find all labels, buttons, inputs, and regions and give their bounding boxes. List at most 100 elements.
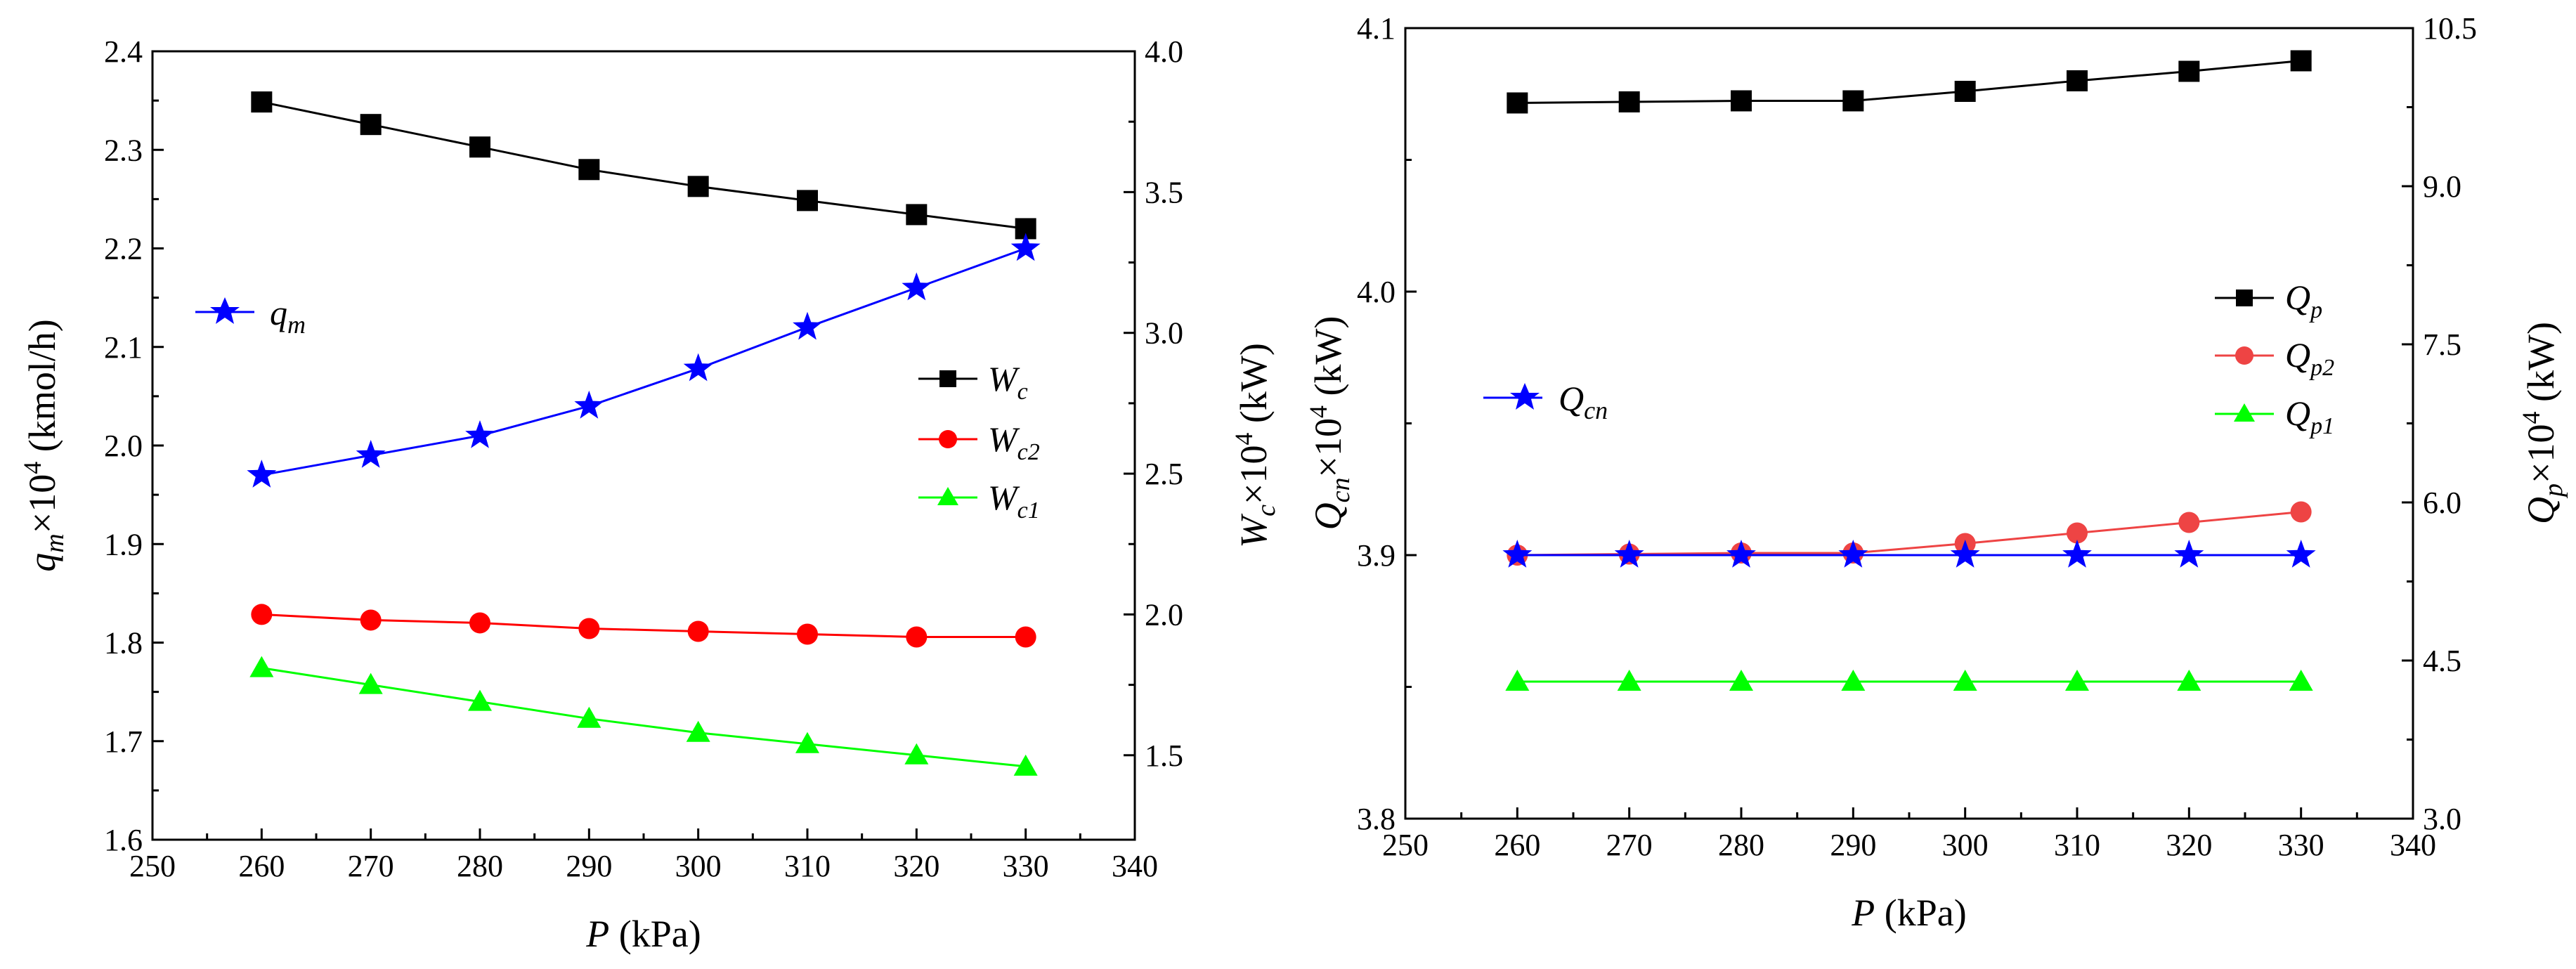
left-legend-box: Wc Wc2 Wc1 — [918, 359, 1040, 523]
y2-tick-label: 4.5 — [2423, 644, 2461, 678]
data-point-wc1 — [358, 672, 383, 694]
right-axis-ticks: 250 260 270 280 290 300 310 320 330 340 3.8 3.9 4.0 4… — [1357, 11, 2477, 862]
series-qp1 — [1505, 670, 2313, 691]
data-point-qp — [1618, 91, 1640, 112]
data-point-wc — [687, 176, 709, 197]
data-point-qcn — [1614, 540, 1644, 568]
data-point-qm — [247, 460, 277, 488]
data-point-wc — [906, 204, 928, 226]
data-point-qp — [2178, 60, 2200, 82]
data-point-qcn — [2174, 540, 2204, 568]
data-point-wc2 — [797, 623, 818, 645]
legend-entry-qp1: Qp1 — [2215, 394, 2334, 439]
data-point-qp — [2290, 50, 2312, 72]
data-point-qcn — [2286, 540, 2316, 568]
x-tick-label: 270 — [348, 849, 394, 883]
right-plot-frame — [1404, 27, 2414, 820]
series-line-wc — [261, 100, 1026, 230]
y-tick-label: 3.9 — [1357, 538, 1396, 573]
data-point-qcn — [1838, 540, 1868, 568]
left-chart: 250 260 270 280 290 300 310 320 330 340 1.6 1.7 1.8 1… — [18, 34, 1281, 955]
legend-entry-wc1: Wc1 — [918, 478, 1040, 523]
x-tick-label: 310 — [2054, 828, 2100, 862]
data-point-qp — [1842, 90, 1864, 112]
y-tick-label: 4.0 — [1357, 275, 1396, 309]
data-point-qcn — [1950, 540, 1980, 568]
data-point-wc — [797, 190, 818, 212]
legend-label-qcn: Qcn — [1559, 379, 1608, 424]
data-point-qm — [356, 440, 386, 468]
series-qcn — [1502, 540, 2316, 568]
data-point-qp2 — [2178, 512, 2200, 533]
x-tick-label: 280 — [457, 849, 503, 883]
data-point-wc1 — [1013, 754, 1038, 776]
legend-entry-qp: Qp — [2215, 278, 2322, 323]
data-point-qp2 — [2290, 501, 2312, 523]
data-point-qcn — [1726, 540, 1756, 568]
legend-star-marker — [210, 297, 240, 324]
y-tick-label: 4.1 — [1357, 11, 1396, 46]
left-axis-ticks: 250 260 270 280 290 300 310 320 330 340 1.6 1.7 1.8 1… — [104, 34, 1183, 883]
data-point-qp1 — [2289, 670, 2313, 691]
legend-entry-qp2: Qp2 — [2215, 335, 2334, 381]
data-point-wc2 — [469, 612, 490, 634]
series-line-wc1 — [261, 667, 1026, 768]
x-tick-label: 340 — [1112, 849, 1158, 883]
data-point-qp2 — [2067, 522, 2088, 544]
data-point-wc1 — [249, 656, 274, 677]
y-tick-label: 1.9 — [104, 527, 143, 561]
right-chart: 250 260 270 280 290 300 310 320 330 340 3.8 3.9 4.0 4… — [1304, 11, 2568, 934]
y2-tick-label: 3.0 — [2423, 802, 2461, 836]
data-point-qp — [1731, 90, 1752, 112]
data-point-wc — [469, 136, 490, 158]
data-point-wc2 — [578, 618, 600, 639]
data-point-wc — [360, 114, 382, 136]
y-tick-label: 1.7 — [104, 724, 143, 759]
x-tick-label: 300 — [675, 849, 722, 883]
right-y-axis-label: Qcn×104 (kW) — [1304, 316, 1355, 531]
data-point-wc — [578, 159, 600, 181]
svg-text:Qp: Qp — [2285, 278, 2322, 323]
x-tick-label: 280 — [1718, 828, 1764, 862]
data-point-qp1 — [2065, 670, 2089, 691]
left-series-group — [247, 91, 1041, 776]
series-wc — [251, 91, 1036, 240]
x-tick-label: 250 — [129, 849, 176, 883]
x-tick-label: 340 — [2390, 828, 2436, 862]
y2-tick-label: 2.5 — [1145, 457, 1183, 491]
y2-tick-label: 7.5 — [2423, 327, 2461, 362]
left-y-axis-label: qm×104 (kmol/h) — [18, 319, 70, 571]
left-x-axis-label: P (kPa) — [585, 913, 701, 955]
data-point-qm — [465, 420, 495, 448]
right-x-axis-label: P (kPa) — [1851, 892, 1966, 934]
data-point-wc2 — [687, 620, 709, 642]
x-tick-label: 290 — [566, 849, 612, 883]
x-tick-label: 330 — [2278, 828, 2324, 862]
svg-text:Qp2: Qp2 — [2285, 335, 2334, 381]
data-point-wc2 — [251, 604, 273, 625]
right-legend-qcn: Qcn — [1483, 379, 1608, 424]
data-point-wc2 — [906, 626, 928, 648]
y2-tick-label: 4.0 — [1145, 34, 1183, 69]
data-point-wc1 — [686, 720, 710, 742]
y-tick-label: 2.3 — [104, 133, 143, 167]
series-line-qm — [261, 247, 1027, 476]
x-tick-label: 320 — [2166, 828, 2212, 862]
svg-text:Wc1: Wc1 — [988, 478, 1040, 523]
series-qp — [1507, 50, 2312, 114]
data-point-qcn — [1502, 540, 1533, 568]
series-wc2 — [251, 604, 1036, 648]
y-tick-label: 2.1 — [104, 330, 143, 365]
y2-tick-label: 6.0 — [2423, 486, 2461, 520]
x-tick-label: 250 — [1382, 828, 1429, 862]
x-tick-label: 290 — [1830, 828, 1876, 862]
legend-label-qm: qm — [270, 293, 306, 339]
data-point-wc1 — [577, 706, 601, 728]
series-wc1 — [249, 656, 1038, 776]
data-point-qp1 — [1841, 670, 1866, 691]
y2-tick-label: 3.0 — [1145, 316, 1183, 351]
y2-tick-label: 2.0 — [1145, 597, 1183, 632]
left-y2-axis-label: Wc×104 (kW) — [1230, 343, 1281, 548]
data-point-qm — [1010, 233, 1041, 261]
